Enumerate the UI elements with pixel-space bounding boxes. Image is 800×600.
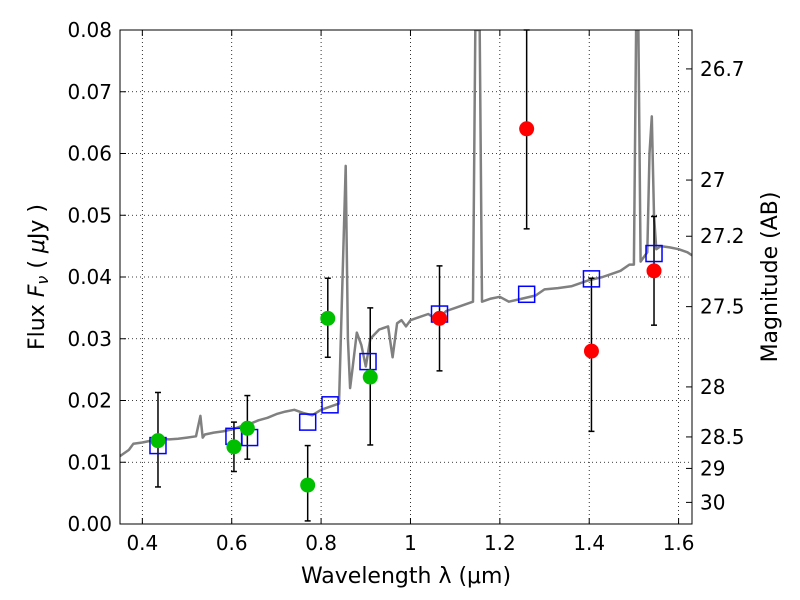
observed-point — [320, 310, 336, 326]
y-tick-label: 0.04 — [67, 265, 112, 289]
right-tick-label: 30 — [700, 490, 725, 514]
x-axis: 0.4 0.6 0.8 1 1.2 1.4 1.6 — [126, 30, 695, 555]
x-tick-label: 0.8 — [305, 531, 337, 555]
x-tick-label: 0.4 — [126, 531, 158, 555]
right-axis-label: Magnitude (AB) — [758, 192, 783, 363]
x-tick-label: 0.6 — [216, 531, 248, 555]
y-tick-label: 0.08 — [67, 18, 112, 42]
observed-point — [519, 121, 535, 137]
x-tick-label: 1.6 — [663, 531, 695, 555]
x-tick-label: 1.2 — [484, 531, 516, 555]
y-tick-label: 0.00 — [67, 512, 112, 536]
y-axis-label: Flux Fν ( μJy ) — [25, 204, 52, 350]
model-photometry-square — [359, 352, 377, 371]
right-tick-label: 27.5 — [700, 295, 745, 319]
x-tick-label: 1 — [404, 531, 417, 555]
grid — [120, 30, 692, 524]
y-tick-label: 0.07 — [67, 80, 112, 104]
y-tick-label: 0.03 — [67, 327, 112, 351]
model-photometry-square — [298, 413, 317, 431]
right-tick-label: 27 — [700, 168, 725, 192]
observed-point — [150, 433, 166, 449]
y-tick-label: 0.06 — [67, 142, 112, 166]
observed-point — [362, 369, 378, 385]
model-photometry-square — [582, 270, 601, 288]
right-tick-label: 27.2 — [700, 224, 745, 248]
y-tick-label: 0.01 — [67, 450, 112, 474]
model-spectrum-line — [120, 30, 692, 458]
observed-point — [646, 263, 662, 279]
observed-point — [226, 439, 242, 455]
observed-point — [583, 343, 599, 359]
plot-area — [120, 29, 692, 522]
right-tick-label: 26.7 — [700, 57, 745, 81]
observed-point — [239, 420, 255, 436]
observed-point — [300, 477, 316, 493]
model-photometry-square — [645, 244, 663, 263]
model-photometry-square — [517, 285, 536, 304]
y-axis: 0.00 0.01 0.02 0.03 0.04 0.05 0.06 0.07 0.08 — [67, 18, 126, 536]
x-axis-label: Wavelength λ (μm) — [301, 564, 511, 589]
y-tick-label: 0.05 — [67, 203, 112, 227]
observed-point — [432, 310, 448, 326]
right-axis: 26.7 27 27.2 27.5 28 28.5 29 30 — [686, 57, 745, 514]
model-photometry-square — [321, 396, 339, 414]
right-tick-label: 29 — [700, 456, 725, 480]
y-tick-label: 0.02 — [67, 389, 112, 413]
right-tick-label: 28 — [700, 375, 725, 399]
right-tick-label: 28.5 — [700, 425, 745, 449]
x-tick-label: 1.4 — [573, 531, 605, 555]
